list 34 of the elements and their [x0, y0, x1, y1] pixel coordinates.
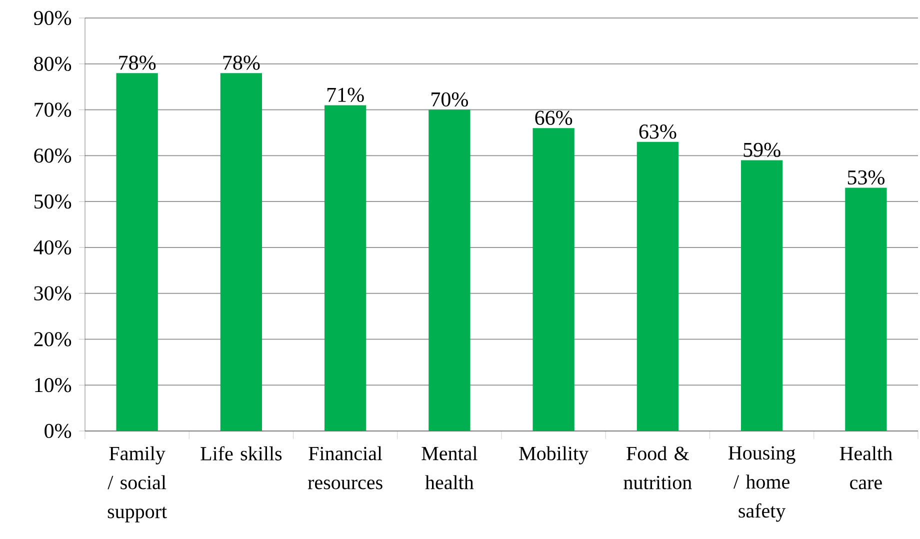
data-label: 70% — [432, 92, 468, 107]
bar — [636, 142, 679, 431]
data-label: 53% — [848, 170, 884, 185]
bar — [324, 105, 366, 431]
x-tick-label: Mental health — [422, 446, 478, 490]
x-tick-label: Family / social support — [108, 446, 167, 522]
bar — [116, 73, 158, 431]
y-tick-label: 50% — [34, 194, 72, 209]
bar — [220, 73, 262, 431]
data-label: 78% — [223, 56, 260, 70]
bar — [532, 128, 574, 431]
data-label: 63% — [639, 124, 676, 139]
y-tick-label: 70% — [34, 102, 72, 117]
bar — [845, 188, 887, 431]
data-label: 78% — [119, 56, 156, 70]
data-label: 66% — [535, 110, 572, 125]
bar — [428, 110, 470, 431]
data-label: 71% — [327, 88, 364, 102]
data-label: 59% — [744, 142, 780, 158]
x-tick-label: Life skills — [200, 446, 282, 460]
y-tick-label: 30% — [34, 286, 72, 300]
x-tick-label: Health care — [840, 446, 892, 490]
x-tick-label: Housing / home safety — [728, 446, 796, 522]
y-tick-label: 90% — [34, 10, 72, 26]
y-tick-label: 20% — [34, 332, 72, 346]
x-tick-label: Mobility — [519, 446, 589, 464]
y-tick-label: 0% — [44, 424, 72, 438]
y-tick-label: 80% — [34, 56, 72, 72]
y-tick-label: 10% — [35, 378, 72, 392]
bar — [740, 160, 783, 431]
x-tick-label: Financial resources — [308, 446, 382, 490]
y-tick-label: 40% — [34, 240, 72, 255]
x-tick-label: Food & nutrition — [624, 446, 692, 490]
y-tick-label: 60% — [34, 148, 72, 163]
